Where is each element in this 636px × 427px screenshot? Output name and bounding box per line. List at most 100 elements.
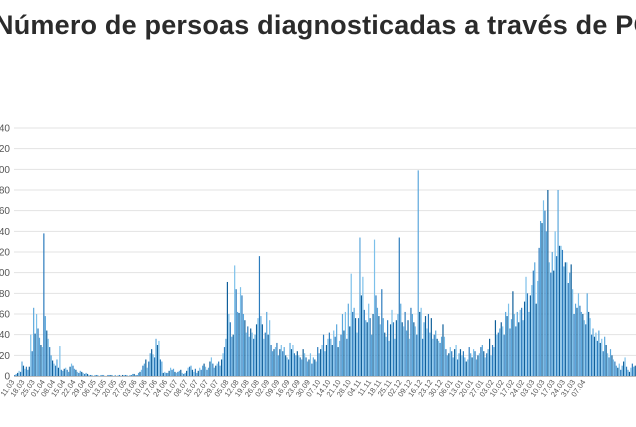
bar xyxy=(553,270,555,376)
bar xyxy=(548,262,550,376)
bar xyxy=(133,373,135,376)
bar xyxy=(337,347,339,376)
bar xyxy=(223,347,226,376)
bar xyxy=(448,353,450,376)
bar xyxy=(100,374,102,376)
bar xyxy=(389,324,392,376)
bar xyxy=(330,338,332,376)
bar xyxy=(139,371,141,376)
bar xyxy=(277,355,279,376)
bar xyxy=(363,309,365,376)
bar xyxy=(422,338,424,376)
bar xyxy=(33,307,35,376)
bar xyxy=(519,309,521,376)
bar xyxy=(149,353,151,376)
bar xyxy=(119,374,121,376)
bar xyxy=(599,342,601,376)
bar xyxy=(588,311,590,376)
bar xyxy=(417,170,419,376)
bar xyxy=(158,340,160,376)
bar xyxy=(521,307,523,376)
bar xyxy=(397,314,399,376)
bar xyxy=(186,370,188,376)
bar xyxy=(577,293,580,376)
bar xyxy=(322,334,325,376)
bar xyxy=(184,372,186,376)
bar xyxy=(354,318,357,376)
bar xyxy=(366,322,368,376)
bar xyxy=(595,332,597,376)
bar xyxy=(484,357,486,376)
bar xyxy=(111,374,113,376)
bar xyxy=(15,373,17,376)
bar xyxy=(50,355,52,376)
y-tick-label: 140 xyxy=(0,227,10,238)
bar xyxy=(62,370,64,376)
bar xyxy=(232,334,234,376)
bar xyxy=(69,366,71,376)
bar xyxy=(582,314,584,376)
bar xyxy=(470,353,472,376)
bar xyxy=(136,374,138,376)
bar xyxy=(362,276,364,376)
bar xyxy=(293,353,295,376)
bar xyxy=(170,367,172,376)
bar xyxy=(97,374,99,376)
bar xyxy=(237,311,239,376)
bar xyxy=(343,330,345,376)
bar xyxy=(497,332,499,376)
bar xyxy=(384,332,386,376)
bar xyxy=(299,357,301,376)
bar xyxy=(535,303,537,376)
chart-title: Número de persoas diagnosticadas a travé… xyxy=(0,10,636,40)
bar xyxy=(373,239,376,376)
bar xyxy=(440,336,443,376)
bar xyxy=(596,340,598,376)
bar xyxy=(110,374,112,376)
bar xyxy=(325,345,328,376)
bar xyxy=(199,367,201,376)
bar xyxy=(446,355,448,376)
bar xyxy=(312,357,314,376)
bar xyxy=(162,372,164,376)
bar xyxy=(267,334,269,376)
bar xyxy=(320,349,322,376)
bar xyxy=(200,369,202,376)
bar xyxy=(512,291,514,376)
bar xyxy=(289,342,291,376)
bar xyxy=(177,371,179,376)
bar xyxy=(371,334,373,376)
bar xyxy=(505,311,507,376)
bar xyxy=(338,340,341,376)
bar xyxy=(304,353,306,376)
bar xyxy=(550,272,552,376)
bar xyxy=(27,369,29,376)
bar xyxy=(534,262,536,376)
bar xyxy=(344,311,346,376)
bar xyxy=(360,295,363,376)
bar xyxy=(496,334,498,376)
bar xyxy=(78,372,80,376)
y-tick-label: 100 xyxy=(0,268,10,279)
bar xyxy=(108,374,110,376)
bar xyxy=(159,359,161,376)
bar xyxy=(525,276,527,376)
bar xyxy=(539,221,542,376)
bar xyxy=(583,320,585,376)
bar xyxy=(426,328,428,376)
bar xyxy=(318,353,320,376)
bar xyxy=(381,289,383,376)
bar xyxy=(244,320,246,376)
bar xyxy=(190,365,192,376)
bar xyxy=(296,351,298,376)
y-tick-label: 20 xyxy=(0,351,10,362)
bar xyxy=(88,374,90,376)
bar xyxy=(518,322,520,376)
bar xyxy=(391,309,393,376)
bar xyxy=(379,324,381,376)
bar xyxy=(271,351,274,376)
bar xyxy=(350,273,352,376)
bar xyxy=(574,303,577,376)
bar xyxy=(563,266,565,376)
bar xyxy=(551,252,553,376)
